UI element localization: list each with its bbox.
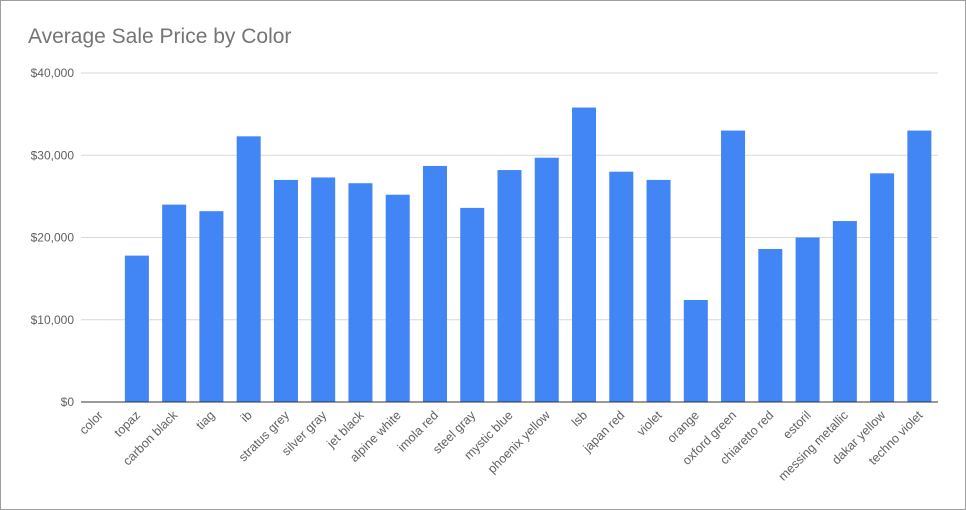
x-tick-label: color <box>77 408 106 437</box>
bar <box>683 300 708 402</box>
x-tick-label: ib <box>238 408 255 425</box>
bar <box>721 130 746 402</box>
y-tick-label: $20,000 <box>31 231 75 245</box>
bar <box>124 255 149 402</box>
bar <box>907 130 932 402</box>
x-tick-label: violet <box>634 408 665 439</box>
bar <box>348 183 373 402</box>
x-tick-label: lsb <box>569 408 590 429</box>
bar <box>534 157 559 402</box>
bar <box>497 170 522 402</box>
bar <box>758 249 783 402</box>
chart-title: Average Sale Price by Color <box>28 25 292 48</box>
x-tick-label: topaz <box>111 408 143 440</box>
bar <box>422 165 447 402</box>
bar <box>236 136 261 402</box>
y-tick-label: $10,000 <box>31 313 75 327</box>
bar <box>385 194 410 402</box>
bar <box>162 204 187 402</box>
bar <box>460 207 485 402</box>
bar <box>832 221 857 402</box>
x-tick-label: estoril <box>780 408 813 441</box>
bar <box>646 179 671 402</box>
bar <box>572 107 597 403</box>
bar <box>273 179 298 402</box>
x-tick-label: tiag <box>193 408 217 432</box>
y-tick-label: $0 <box>61 395 75 409</box>
y-tick-label: $40,000 <box>31 66 75 80</box>
bar <box>795 237 820 402</box>
y-tick-label: $30,000 <box>31 148 75 162</box>
bar <box>199 211 224 402</box>
bar <box>609 171 634 402</box>
bar <box>311 177 336 402</box>
bar <box>870 173 895 402</box>
